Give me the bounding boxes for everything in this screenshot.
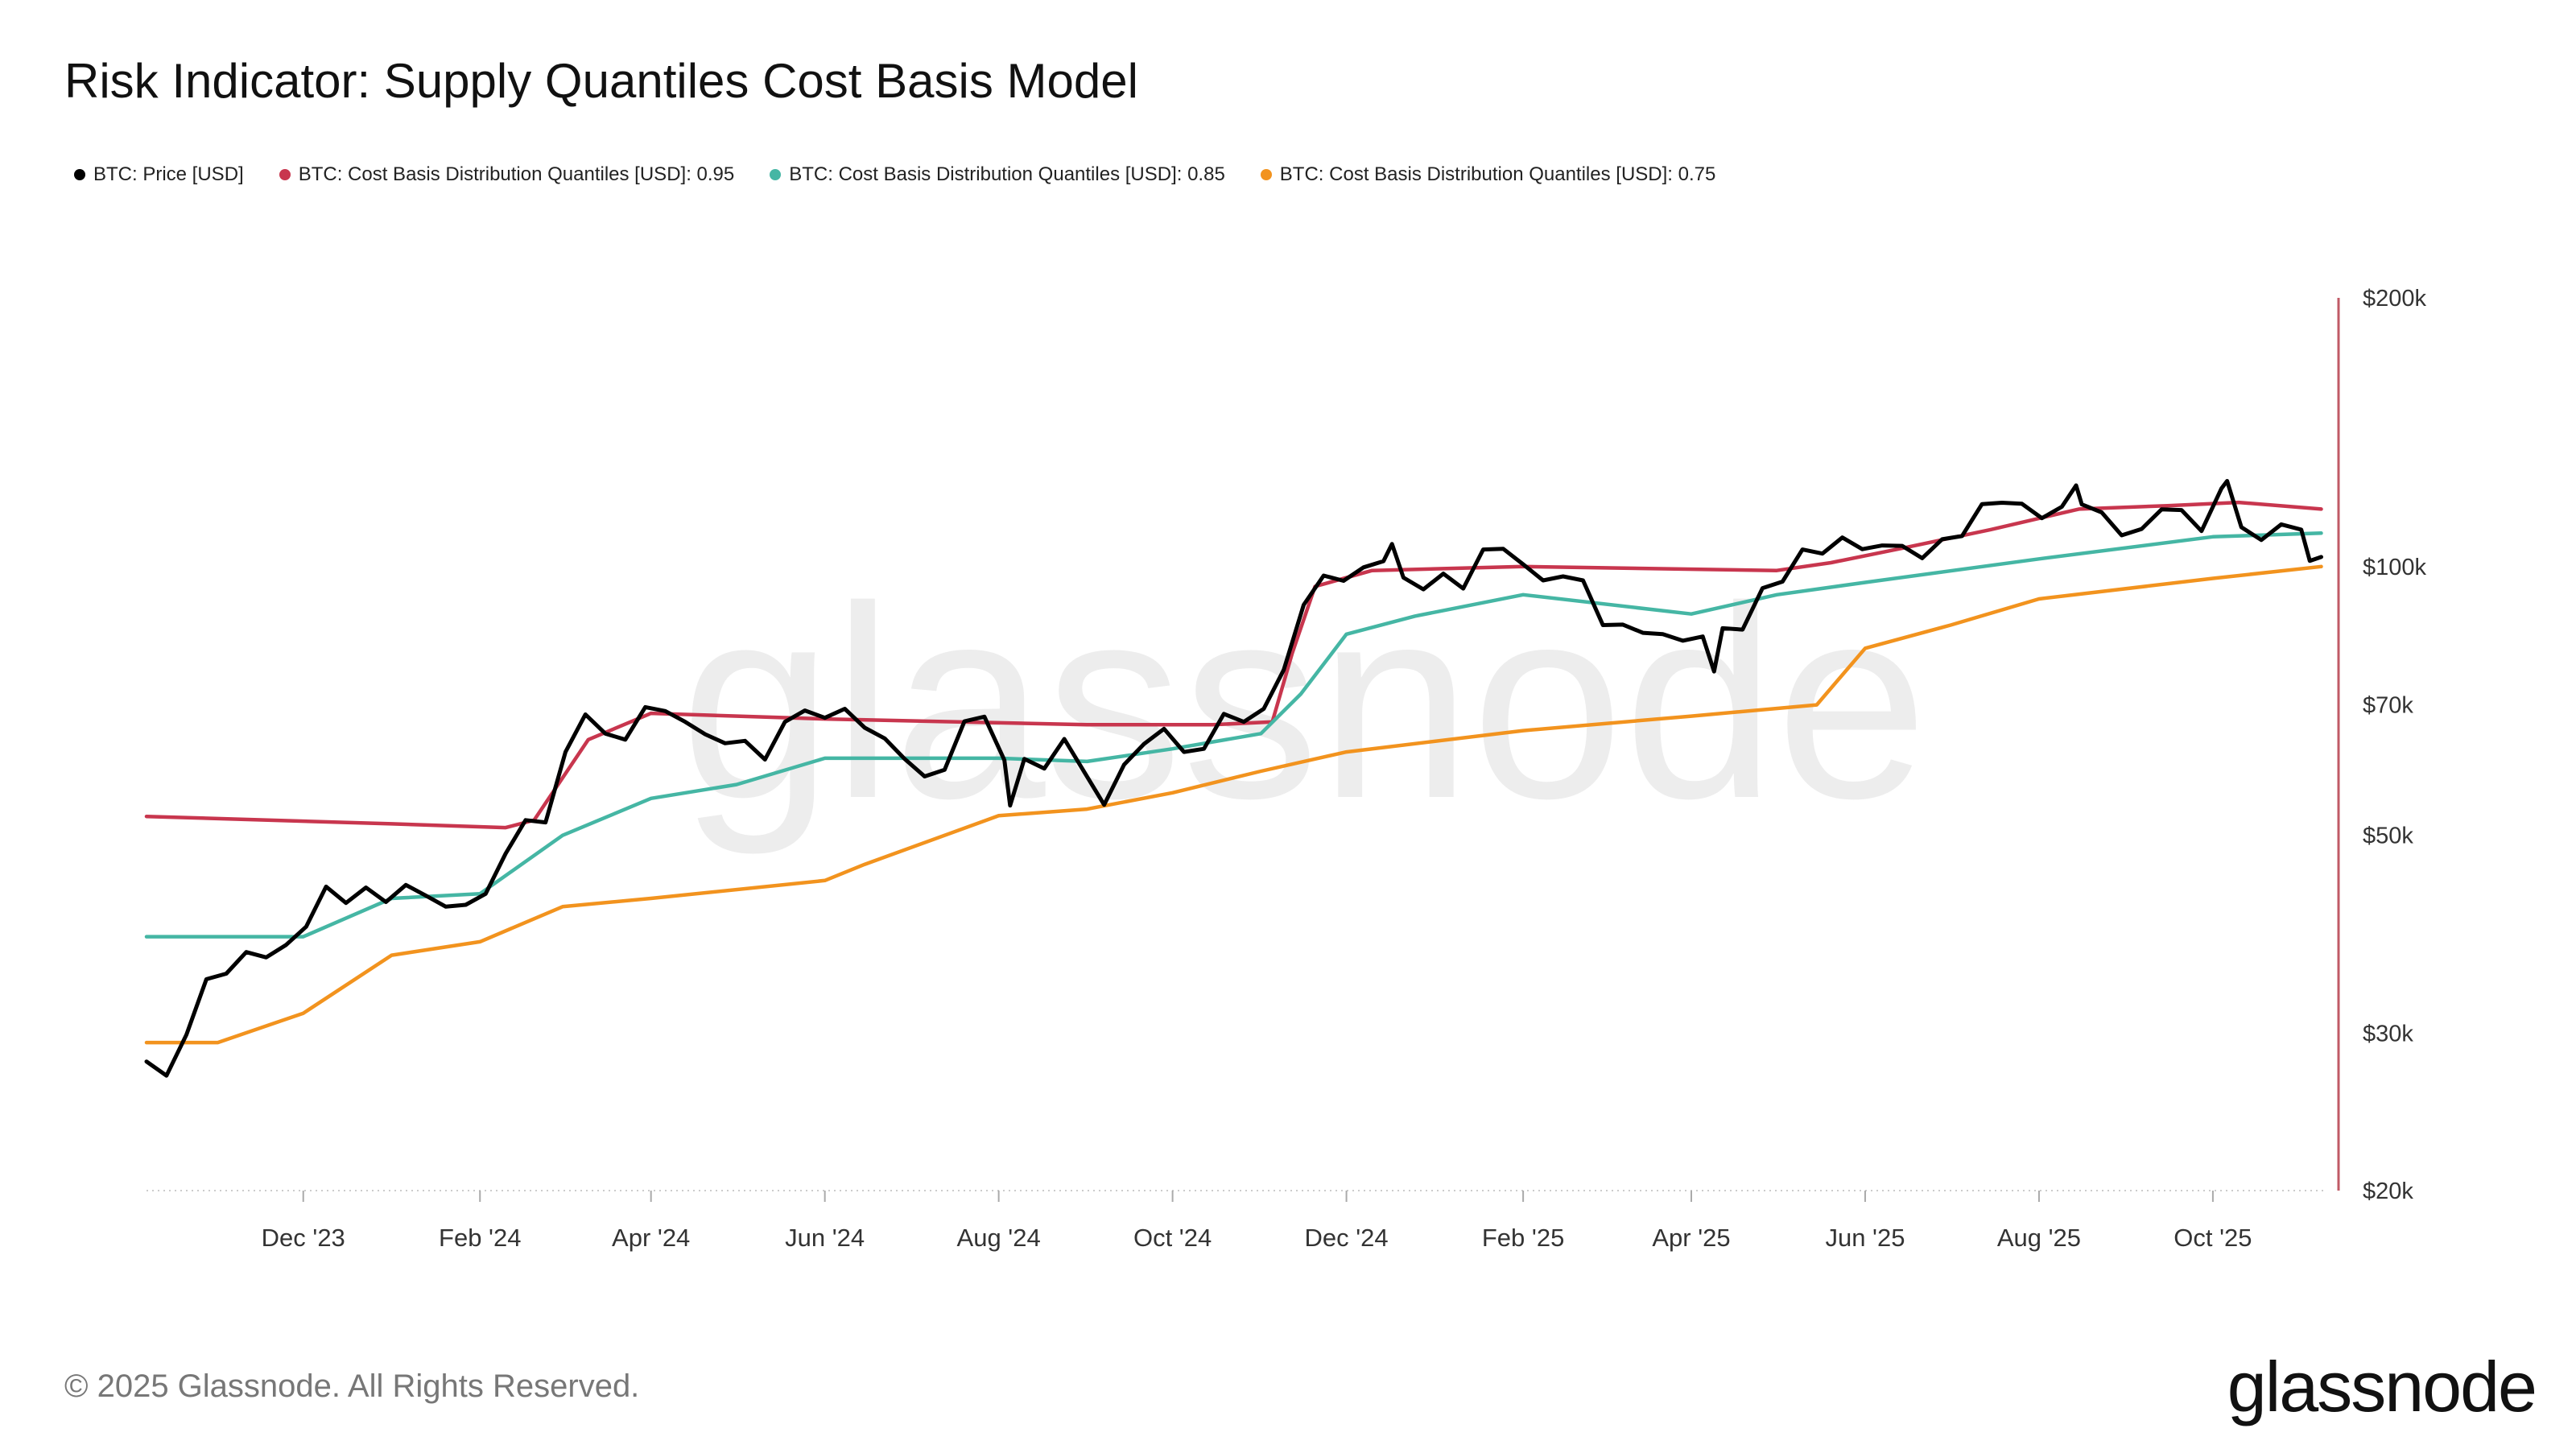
- legend-item-q95[interactable]: BTC: Cost Basis Distribution Quantiles […: [279, 163, 735, 186]
- legend-label: BTC: Cost Basis Distribution Quantiles […: [298, 163, 735, 185]
- legend-item-q85[interactable]: BTC: Cost Basis Distribution Quantiles […: [770, 163, 1225, 186]
- x-tick-label: Feb '25: [1482, 1224, 1564, 1252]
- legend-dot-icon: [279, 169, 291, 180]
- x-tick-label: Aug '24: [957, 1224, 1041, 1252]
- x-tick-label: Jun '24: [785, 1224, 865, 1252]
- x-tick-label: Oct '25: [2174, 1224, 2252, 1252]
- y-tick-label: $100k: [2363, 555, 2427, 580]
- copyright: © 2025 Glassnode. All Rights Reserved.: [64, 1368, 640, 1404]
- legend-label: BTC: Cost Basis Distribution Quantiles […: [789, 163, 1225, 185]
- y-tick-label: $70k: [2363, 693, 2413, 719]
- series-line-q85: [144, 531, 2323, 939]
- x-tick-label: Feb '24: [439, 1224, 521, 1252]
- legend-dot-icon: [770, 169, 782, 180]
- x-tick-label: Dec '23: [262, 1224, 345, 1252]
- legend: BTC: Price [USD] BTC: Cost Basis Distrib…: [74, 163, 1751, 186]
- chart-title: Risk Indicator: Supply Quantiles Cost Ba…: [64, 54, 1138, 108]
- x-tick-label: Jun '25: [1825, 1224, 1905, 1252]
- x-tick-label: Aug '25: [1997, 1224, 2081, 1252]
- series-line-q75: [144, 564, 2323, 1045]
- y-tick-label: $200k: [2363, 286, 2427, 312]
- legend-label: BTC: Cost Basis Distribution Quantiles […: [1279, 163, 1716, 185]
- watermark: glassnode: [680, 550, 1928, 857]
- series-line-price: [144, 479, 2323, 1078]
- legend-dot-icon: [74, 169, 85, 180]
- legend-item-q75[interactable]: BTC: Cost Basis Distribution Quantiles […: [1260, 163, 1716, 186]
- legend-label: BTC: Price [USD]: [93, 163, 244, 185]
- y-tick-label: $30k: [2363, 1022, 2413, 1047]
- legend-item-price[interactable]: BTC: Price [USD]: [74, 163, 244, 186]
- legend-dot-icon: [1260, 169, 1272, 180]
- y-tick-label: $50k: [2363, 824, 2413, 849]
- glassnode-logo: glassnode: [2227, 1347, 2537, 1426]
- x-tick-label: Oct '24: [1133, 1224, 1212, 1252]
- x-tick-label: Apr '25: [1652, 1224, 1730, 1252]
- y-tick-label: $20k: [2363, 1179, 2413, 1204]
- x-tick-label: Dec '24: [1305, 1224, 1389, 1252]
- x-tick-label: Apr '24: [612, 1224, 690, 1252]
